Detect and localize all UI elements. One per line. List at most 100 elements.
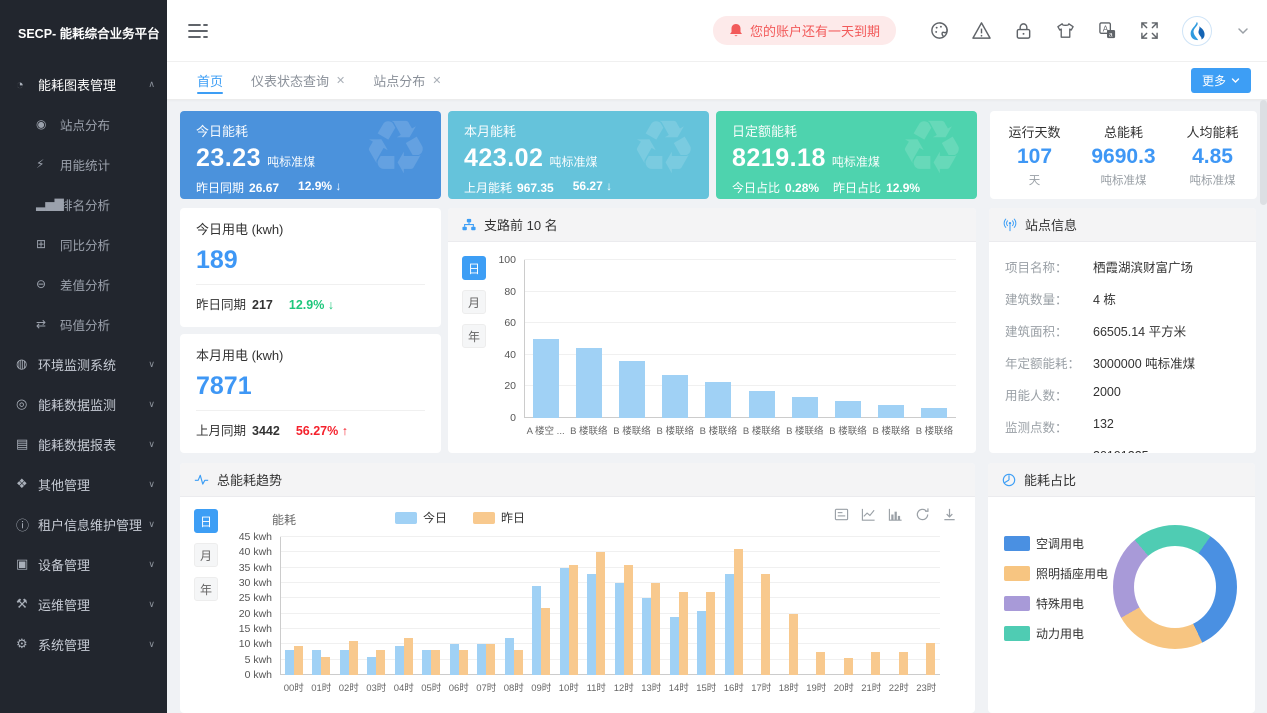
bar-今日[interactable]	[422, 650, 432, 675]
sidebar-item-2[interactable]: ◎ 能耗数据监测 ∨	[0, 384, 167, 424]
sidebar-item-4[interactable]: ❖ 其他管理 ∨	[0, 464, 167, 504]
tab-仪表状态查询[interactable]: 仪表状态查询 ✕	[237, 62, 359, 99]
warning-icon[interactable]	[972, 21, 991, 40]
legend-item-照明插座用电[interactable]: 照明插座用电	[1004, 565, 1108, 582]
sidebar-item-0[interactable]: ◔ 能耗图表管理 ∧	[0, 64, 167, 104]
period-button-日[interactable]: 日	[462, 256, 486, 280]
bar-昨日[interactable]	[706, 592, 716, 675]
bar-昨日[interactable]	[348, 641, 358, 675]
legend-item-昨日[interactable]: 昨日	[473, 509, 525, 526]
sidebar-subitem-差值分析[interactable]: ⊖ 差值分析	[0, 264, 167, 304]
sidebar-item-7[interactable]: ⚒ 运维管理 ∨	[0, 584, 167, 624]
period-button-月[interactable]: 月	[462, 290, 486, 314]
sidebar-subitem-排名分析[interactable]: ▂▅▇ 排名分析	[0, 184, 167, 224]
bar-昨日[interactable]	[926, 642, 936, 675]
sidebar-item-8[interactable]: ⚙ 系统管理 ∨	[0, 624, 167, 664]
bar-今日[interactable]	[504, 638, 514, 675]
bar-昨日[interactable]	[541, 607, 551, 675]
bar-昨日[interactable]	[761, 573, 771, 675]
bar-今日[interactable]	[642, 598, 652, 675]
bar-昨日[interactable]	[431, 650, 441, 675]
tshirt-theme-icon[interactable]	[1056, 21, 1075, 40]
fullscreen-icon[interactable]	[1140, 21, 1159, 40]
bar-昨日[interactable]	[293, 645, 303, 675]
period-button-年[interactable]: 年	[194, 577, 218, 601]
legend-item-空调用电[interactable]: 空调用电	[1004, 535, 1108, 552]
tab-首页[interactable]: 首页	[183, 62, 237, 99]
user-menu-chevron-icon[interactable]	[1237, 25, 1249, 37]
bar-B 楼联络[interactable]	[705, 381, 732, 418]
bar-今日[interactable]	[559, 567, 569, 675]
palette-icon[interactable]	[930, 21, 949, 40]
bar-昨日[interactable]	[596, 552, 606, 675]
refresh-icon[interactable]	[915, 507, 930, 522]
bar-昨日[interactable]	[678, 592, 688, 675]
bar-今日[interactable]	[614, 583, 624, 675]
more-button[interactable]: 更多	[1190, 68, 1251, 94]
bar-A 楼空 ...[interactable]	[532, 339, 559, 418]
sidebar-item-3[interactable]: ▤ 能耗数据报表 ∨	[0, 424, 167, 464]
bar-昨日[interactable]	[486, 644, 496, 675]
legend-item-今日[interactable]: 今日	[395, 509, 447, 526]
bar-昨日[interactable]	[816, 652, 826, 675]
bar-chart-icon[interactable]	[888, 507, 903, 522]
legend-item-特殊用电[interactable]: 特殊用电	[1004, 595, 1108, 612]
bar-B 楼联络[interactable]	[921, 407, 948, 418]
bar-B 楼联络[interactable]	[748, 391, 775, 418]
period-button-日[interactable]: 日	[194, 509, 218, 533]
data-view-icon[interactable]	[834, 507, 849, 522]
account-expiry-notification[interactable]: 您的账户还有一天到期	[712, 16, 896, 46]
download-icon[interactable]	[942, 507, 957, 522]
tab-close-icon[interactable]: ✕	[336, 75, 346, 88]
sidebar-subitem-码值分析[interactable]: ⇄ 码值分析	[0, 304, 167, 344]
sidebar-item-1[interactable]: ◍ 环境监测系统 ∨	[0, 344, 167, 384]
line-chart-icon[interactable]	[861, 507, 876, 522]
bar-今日[interactable]	[724, 573, 734, 675]
sidebar-subitem-同比分析[interactable]: ⊞ 同比分析	[0, 224, 167, 264]
bar-昨日[interactable]	[568, 564, 578, 675]
legend-item-动力用电[interactable]: 动力用电	[1004, 625, 1108, 642]
period-button-月[interactable]: 月	[194, 543, 218, 567]
bar-昨日[interactable]	[788, 613, 798, 675]
bar-昨日[interactable]	[651, 583, 661, 675]
sidebar-subitem-用能统计[interactable]: ⚡ 用能统计	[0, 144, 167, 184]
bar-今日[interactable]	[587, 573, 597, 675]
tab-站点分布[interactable]: 站点分布 ✕	[359, 62, 455, 99]
bar-B 楼联络[interactable]	[662, 375, 689, 418]
bar-今日[interactable]	[394, 645, 404, 675]
bar-昨日[interactable]	[376, 650, 386, 675]
period-button-年[interactable]: 年	[462, 324, 486, 348]
bar-B 楼联络[interactable]	[835, 400, 862, 418]
bar-昨日[interactable]	[898, 652, 908, 675]
sidebar-item-6[interactable]: ▣ 设备管理 ∨	[0, 544, 167, 584]
bar-今日[interactable]	[449, 644, 459, 675]
lock-icon[interactable]	[1014, 21, 1033, 40]
bar-昨日[interactable]	[871, 652, 881, 675]
sidebar-item-5[interactable]: ⓘ 租户信息维护管理 ∨	[0, 504, 167, 544]
bar-B 楼联络[interactable]	[878, 405, 905, 418]
bar-今日[interactable]	[697, 610, 707, 675]
bar-昨日[interactable]	[458, 650, 468, 675]
bar-昨日[interactable]	[623, 564, 633, 675]
tab-close-icon[interactable]: ✕	[432, 75, 442, 88]
translate-icon[interactable]: A a	[1098, 21, 1117, 40]
bar-昨日[interactable]	[321, 656, 331, 675]
bar-昨日[interactable]	[733, 549, 743, 675]
bar-今日[interactable]	[339, 650, 349, 675]
bar-昨日[interactable]	[513, 650, 523, 675]
bar-B 楼联络[interactable]	[791, 396, 818, 418]
bar-昨日[interactable]	[843, 658, 853, 675]
collapse-menu-icon[interactable]	[187, 22, 209, 40]
bar-B 楼联络[interactable]	[575, 348, 602, 418]
bar-今日[interactable]	[532, 586, 542, 675]
bar-今日[interactable]	[284, 650, 294, 675]
bar-今日[interactable]	[669, 616, 679, 675]
bar-今日[interactable]	[367, 656, 377, 675]
bar-今日[interactable]	[312, 650, 322, 675]
user-avatar[interactable]	[1182, 15, 1212, 46]
bar-B 楼联络[interactable]	[619, 361, 645, 418]
bar-今日[interactable]	[477, 644, 487, 675]
sidebar-subitem-站点分布[interactable]: ◉ 站点分布	[0, 104, 167, 144]
scrollbar[interactable]	[1260, 100, 1267, 205]
bar-昨日[interactable]	[403, 638, 413, 675]
